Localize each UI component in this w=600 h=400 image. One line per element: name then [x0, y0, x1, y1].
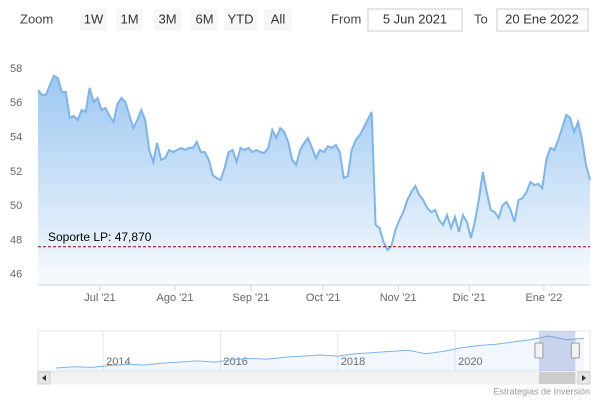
y-tick-label: 52 — [10, 166, 22, 178]
range-button-label[interactable]: All — [271, 11, 286, 26]
navigator-tick-label: 2018 — [341, 356, 365, 368]
from-label: From — [331, 11, 361, 26]
range-button-label[interactable]: 1W — [84, 11, 104, 26]
scrollbar-track — [37, 371, 591, 385]
range-button-label[interactable]: YTD — [228, 11, 254, 26]
credit: Estrategias de Inversión — [493, 386, 590, 396]
y-tick-label: 56 — [10, 97, 22, 109]
x-tick-label: Sep '21 — [232, 292, 269, 304]
y-tick-label: 58 — [10, 63, 22, 75]
y-tick-label: 46 — [10, 269, 22, 281]
x-tick-label: Jul '21 — [84, 292, 115, 304]
navigator-line — [56, 335, 585, 369]
navigator-handle[interactable] — [570, 342, 580, 359]
range-button[interactable] — [116, 9, 143, 31]
from-input[interactable] — [367, 8, 463, 32]
scrollbar-thumb[interactable] — [538, 372, 576, 384]
navigator-area — [56, 336, 585, 371]
area-fill — [38, 75, 590, 286]
navigator-tick-label: 2020 — [458, 356, 482, 368]
zoom-label: Zoom — [20, 11, 53, 26]
to-value[interactable]: 20 Ene 2022 — [505, 11, 579, 26]
range-button-label[interactable]: 6M — [195, 11, 213, 26]
range-button[interactable] — [264, 9, 292, 31]
range-button-label[interactable]: 3M — [158, 11, 176, 26]
y-tick-label: 54 — [10, 132, 22, 144]
to-input[interactable] — [496, 8, 589, 32]
range-button[interactable] — [191, 9, 218, 31]
range-button[interactable] — [224, 9, 257, 31]
price-line — [37, 74, 591, 252]
scrollbar-right-arrow — [582, 375, 586, 381]
range-button[interactable] — [154, 9, 181, 31]
y-tick-label: 50 — [10, 200, 22, 212]
scrollbar-left-arrow — [42, 375, 46, 381]
x-tick-label: Dic '21 — [453, 292, 486, 304]
x-tick-label: Nov '21 — [380, 292, 417, 304]
x-tick-label: Ene '22 — [525, 292, 562, 304]
y-tick-label: 48 — [10, 234, 22, 246]
to-label: To — [474, 11, 488, 26]
support-label: Soporte LP: 47,870 — [48, 230, 152, 244]
navigator-handle[interactable] — [534, 342, 544, 359]
range-button-label[interactable]: 1M — [120, 11, 138, 26]
x-tick-label: Oct '21 — [306, 292, 341, 304]
x-tick-label: Ago '21 — [157, 292, 194, 304]
navigator-mask[interactable] — [538, 331, 576, 371]
from-value[interactable]: 5 Jun 2021 — [383, 11, 447, 26]
range-button[interactable] — [80, 9, 107, 31]
